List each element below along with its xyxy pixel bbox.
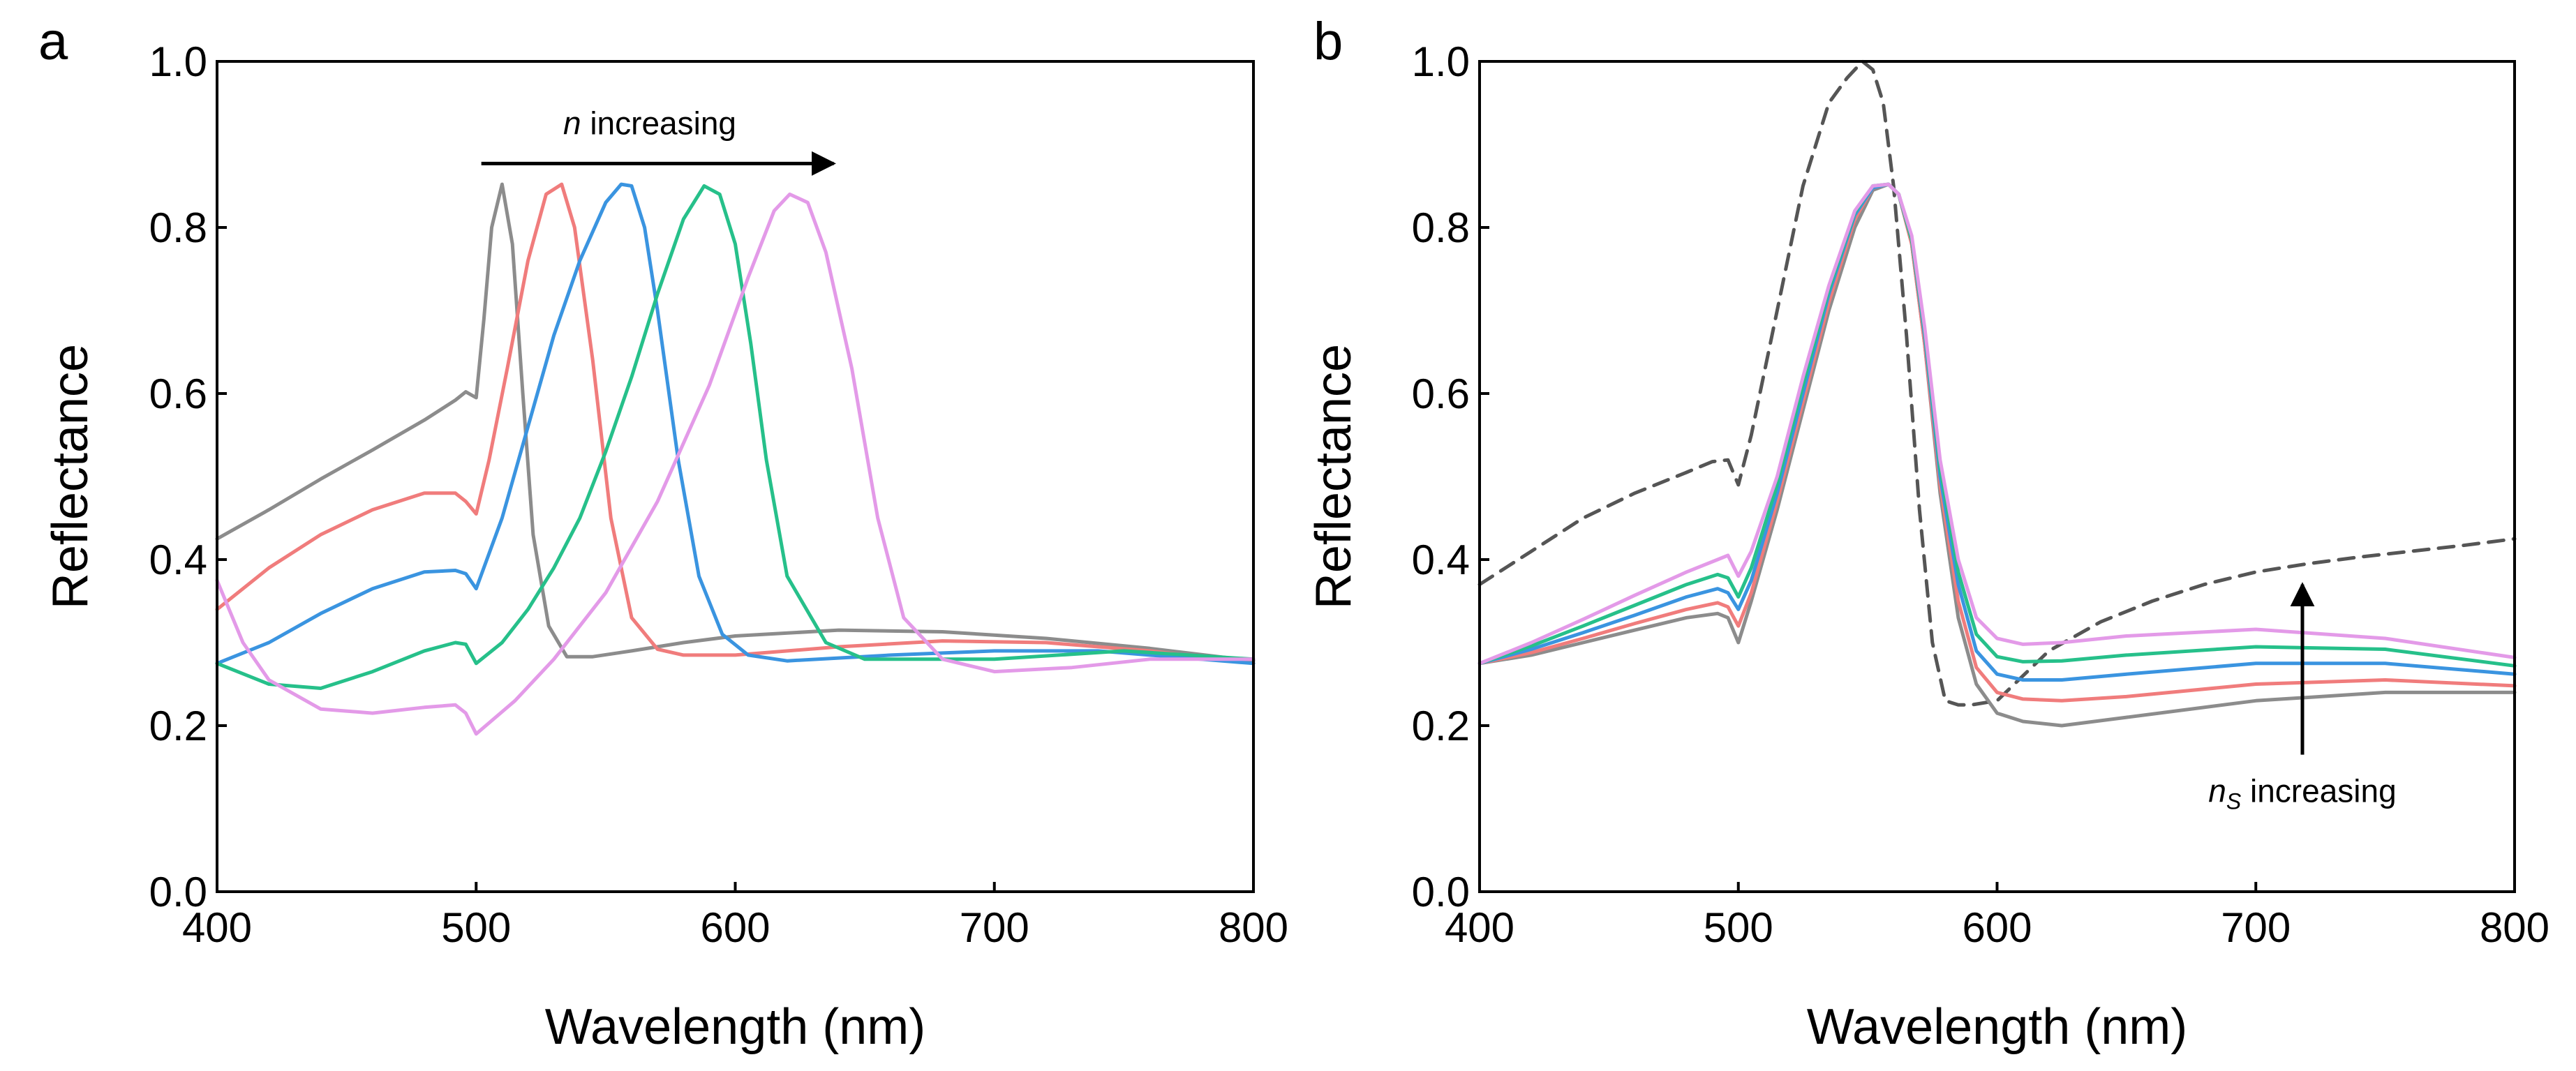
panel-a-x-tick-label: 700 bbox=[960, 904, 1029, 951]
panel-a-x-tick-label: 800 bbox=[1219, 904, 1288, 951]
panel-a-letter: a bbox=[38, 12, 68, 71]
panel-a-y-tick-label: 0.6 bbox=[149, 370, 207, 417]
panel-b-y-tick-label: 0.2 bbox=[1412, 703, 1470, 749]
panel-a-series-gray bbox=[215, 182, 1256, 663]
panel-a-x-axis-label: Wavelength (nm) bbox=[545, 999, 926, 1055]
panel-a-x-tick-label: 400 bbox=[182, 904, 252, 951]
panel-a-y-tick-label: 0.0 bbox=[149, 869, 207, 915]
panel-a-annotation-label: n increasing bbox=[563, 105, 736, 142]
panel-b: b 400 500 600 700 800 0.0 0.2 0.4 0.6 0.8 1.0 nS in… bbox=[1306, 12, 2549, 1055]
panel-a-series-blue bbox=[215, 182, 1256, 666]
panel-b-x-tick-label: 500 bbox=[1704, 904, 1773, 951]
panel-b-x-tick-label: 400 bbox=[1445, 904, 1514, 951]
panel-b-x-axis-label: Wavelength (nm) bbox=[1807, 999, 2188, 1055]
panel-b-series-gray bbox=[1477, 182, 2517, 728]
panel-b-series-violet bbox=[1477, 182, 2517, 666]
panel-b-letter: b bbox=[1313, 12, 1343, 71]
panel-b-y-tick-label: 0.8 bbox=[1412, 204, 1470, 251]
panel-a-x-tick-label: 600 bbox=[700, 904, 770, 951]
panel-a-y-tick-label: 0.8 bbox=[149, 204, 207, 251]
panel-b-series-dashed bbox=[1477, 59, 2517, 707]
panel-a-series-red bbox=[215, 182, 1256, 666]
panel-a-y-tick-label: 0.4 bbox=[149, 537, 207, 583]
panel-b-plot-area: 400 500 600 700 800 0.0 0.2 0.4 0.6 0.8 1.0 nS incr… bbox=[1412, 38, 2549, 951]
panel-b-y-tick-label: 0.6 bbox=[1412, 370, 1470, 417]
panel-a-axes-frame bbox=[216, 60, 1255, 893]
panel-a-series-green bbox=[215, 184, 1256, 690]
panel-b-annotation-label: nS increasing bbox=[2208, 772, 2396, 814]
panel-b-y-axis-label: Reflectance bbox=[1306, 344, 1362, 609]
panel-a-x-tick-label: 500 bbox=[441, 904, 511, 951]
panel-b-y-tick-label: 0.4 bbox=[1412, 537, 1470, 583]
panel-b-x-tick-label: 600 bbox=[1962, 904, 2032, 951]
panel-a-y-tick-label: 1.0 bbox=[149, 38, 207, 85]
panel-a: a 400 500 600 700 800 0.0 0.2 0.4 0.6 0.8 1.0 n inc… bbox=[38, 12, 1288, 1055]
panel-b-x-tick-label: 800 bbox=[2480, 904, 2549, 951]
panel-a-y-axis-label: Reflectance bbox=[43, 344, 98, 609]
panel-a-series-violet bbox=[215, 192, 1256, 736]
panel-a-y-tick-label: 0.2 bbox=[149, 703, 207, 749]
panel-b-x-tick-label: 700 bbox=[2221, 904, 2291, 951]
panel-b-y-tick-label: 1.0 bbox=[1412, 38, 1470, 85]
panel-b-axes-frame bbox=[1478, 60, 2516, 893]
panel-b-y-tick-label: 0.0 bbox=[1412, 869, 1470, 915]
panel-b-series-red bbox=[1477, 182, 2517, 703]
panel-a-plot-area: 400 500 600 700 800 0.0 0.2 0.4 0.6 0.8 1.0 n incre… bbox=[149, 38, 1288, 951]
